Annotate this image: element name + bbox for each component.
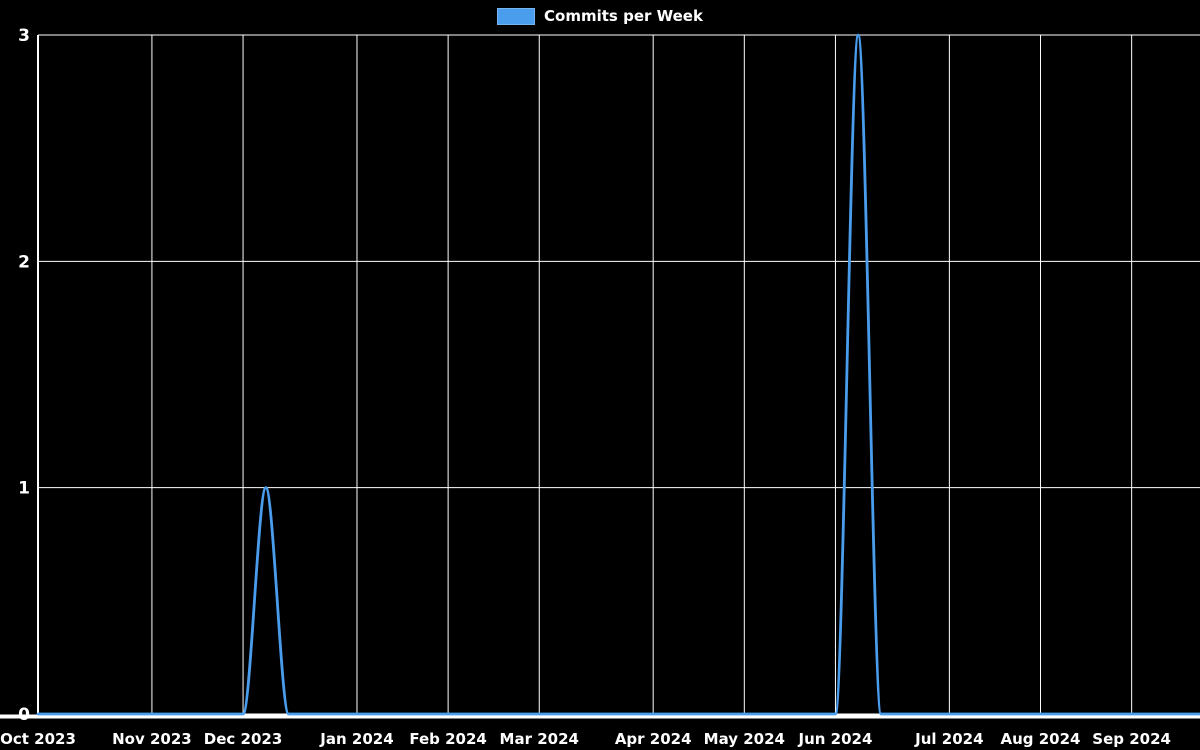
legend-label: Commits per Week (544, 7, 703, 25)
chart-legend: Commits per Week (0, 8, 1200, 25)
x-tick-label: Jan 2024 (319, 730, 393, 748)
x-tick-label: Dec 2023 (204, 730, 283, 748)
x-tick-label: Apr 2024 (615, 730, 692, 748)
x-tick-label: Feb 2024 (409, 730, 487, 748)
grid-lines (37, 34, 1200, 715)
y-tick-label: 3 (18, 26, 30, 46)
x-tick-label: May 2024 (704, 730, 785, 748)
series-line-commits (36, 33, 1200, 716)
axes (0, 35, 1200, 719)
y-tick-label: 1 (18, 479, 30, 499)
x-tick-label: Sep 2024 (1092, 730, 1171, 748)
y-tick-label: 2 (18, 252, 30, 272)
x-tick-label: Nov 2023 (112, 730, 192, 748)
x-tick-label: Jun 2024 (797, 730, 872, 748)
y-tick-label: 0 (18, 705, 30, 725)
x-tick-label: Aug 2024 (1001, 730, 1081, 748)
x-tick-label: Oct 2023 (0, 730, 76, 748)
x-tick-labels: Oct 2023 Nov 2023 Dec 2023 Jan 2024 Feb 2024… (0, 730, 1171, 748)
x-tick-label: Jul 2024 (914, 730, 983, 748)
legend-swatch (497, 8, 536, 25)
x-tick-label: Mar 2024 (500, 730, 579, 748)
y-tick-labels: 0 1 2 3 (18, 26, 30, 725)
